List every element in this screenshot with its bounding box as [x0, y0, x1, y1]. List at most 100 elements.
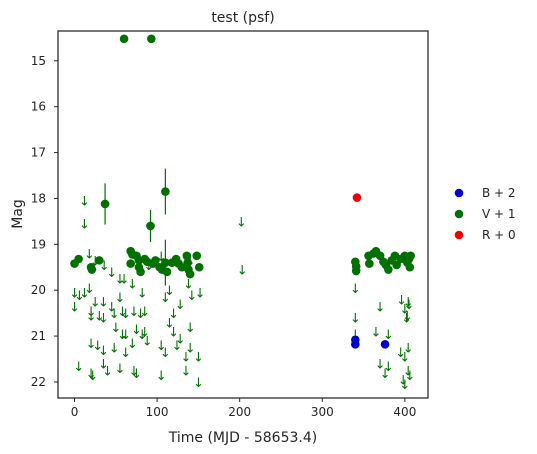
data-point — [406, 251, 415, 261]
upper-limit-marker: ↓ — [160, 346, 171, 361]
upper-limit-marker: ↓ — [114, 362, 125, 377]
upper-limit-marker: ↓ — [395, 346, 406, 361]
data-point — [161, 258, 170, 267]
upper-limit-marker: ↓ — [164, 284, 175, 299]
upper-limit-marker: ↓ — [237, 264, 248, 279]
legend-marker — [454, 230, 464, 240]
y-tick-label: 17 — [31, 146, 46, 160]
y-tick-label: 16 — [31, 100, 46, 114]
data-point — [185, 269, 195, 279]
upper-limit-marker: ↓ — [109, 342, 120, 357]
data-point — [351, 266, 361, 276]
y-tick-label: 15 — [31, 54, 46, 68]
upper-limit-marker: ↓ — [404, 369, 415, 384]
x-tick-label: 0 — [71, 405, 79, 419]
upper-limit-marker: ↓ — [131, 367, 142, 382]
upper-limit-marker: ↓ — [137, 286, 148, 301]
upper-limit-marker: ↓ — [86, 305, 97, 320]
x-tick-label: 400 — [393, 405, 416, 419]
upper-limit-marker: ↓ — [142, 335, 153, 350]
upper-limit-marker: ↓ — [98, 344, 109, 359]
data-point — [177, 262, 187, 272]
upper-limit-marker: ↓ — [79, 286, 90, 301]
upper-limit-marker: ↓ — [131, 323, 142, 338]
upper-limit-marker: ↓ — [399, 378, 410, 393]
upper-limit-marker: ↓ — [350, 312, 361, 327]
upper-limit-marker: ↓ — [181, 364, 192, 379]
upper-limit-marker: ↓ — [110, 321, 121, 336]
upper-limit-marker: ↓ — [193, 351, 204, 366]
upper-limit-marker: ↓ — [401, 312, 412, 327]
data-point — [384, 265, 393, 274]
chart-title: test (psf) — [211, 10, 274, 26]
data-point — [405, 262, 415, 272]
upper-limit-marker: ↓ — [74, 289, 85, 304]
data-point — [136, 267, 145, 277]
upper-limit-marker: ↓ — [371, 325, 382, 340]
upper-limit-marker: ↓ — [403, 364, 414, 379]
x-tick-label: 300 — [311, 405, 334, 419]
data-point — [365, 259, 374, 268]
upper-limit-marker: ↓ — [79, 195, 90, 210]
data-point — [161, 187, 170, 196]
data-point — [162, 267, 172, 277]
upper-limit-marker: ↓ — [69, 286, 80, 301]
data-point — [147, 34, 156, 44]
data-point — [126, 259, 135, 268]
legend-marker — [454, 209, 464, 219]
data-point — [183, 258, 192, 267]
upper-limit-marker: ↓ — [119, 273, 130, 288]
y-axis-ticks: 15 16 17 18 19 20 21 22 — [31, 54, 58, 389]
upper-limit-marker: ↓ — [117, 305, 128, 320]
upper-limit-marker: ↓ — [399, 303, 410, 318]
upper-limit-marker: ↓ — [175, 332, 186, 347]
upper-limit-marker: ↓ — [350, 328, 361, 343]
upper-limit-marker: ↓ — [86, 309, 97, 324]
upper-limit-marker: ↓ — [102, 364, 113, 379]
upper-limit-marker: ↓ — [127, 277, 138, 292]
upper-limit-marker: ↓ — [106, 266, 117, 281]
upper-limit-marker: ↓ — [84, 282, 95, 297]
data-point — [192, 251, 202, 261]
data-point — [151, 256, 160, 265]
upper-limit-marker: ↓ — [164, 316, 175, 331]
upper-limit-marker: ↓ — [90, 254, 101, 269]
upper-limit-marker: ↓ — [383, 328, 394, 343]
data-point — [351, 340, 360, 349]
upper-limit-marker: ↓ — [175, 298, 186, 313]
data-point — [182, 251, 192, 261]
upper-limit-marker: ↓ — [375, 300, 386, 315]
upper-limit-marker: ↓ — [383, 360, 394, 375]
upper-limit-marker: ↓ — [84, 247, 95, 262]
data-point — [100, 199, 110, 209]
upper-limit-marker: ↓ — [106, 300, 117, 315]
upper-limit-marker: ↓ — [350, 282, 361, 297]
upper-limit-marker: ↓ — [399, 351, 410, 366]
upper-limit-marker: ↓ — [183, 277, 194, 292]
upper-limit-marker: ↓ — [398, 374, 409, 389]
upper-limit-marker: ↓ — [181, 351, 192, 366]
upper-limit-marker: ↓ — [193, 376, 204, 391]
upper-limit-marker: ↓ — [92, 339, 103, 354]
legend-marker — [454, 188, 464, 198]
y-tick-label: 19 — [31, 237, 46, 251]
upper-limit-marker: ↓ — [135, 307, 146, 322]
upper-limit-marker: ↓ — [94, 309, 105, 324]
upper-limit-marker: ↓ — [156, 250, 167, 265]
upper-limit-marker: ↓ — [98, 312, 109, 327]
data-point — [94, 256, 104, 265]
legend-label: R + 0 — [482, 228, 516, 242]
y-tick-label: 22 — [31, 375, 46, 389]
upper-limit-marker: ↓ — [120, 328, 131, 343]
upper-limit-marker: ↓ — [79, 218, 90, 233]
plot-frame — [57, 30, 429, 399]
plot-area: ↓↓↓↓↓↓↓↓↓↓↓↓↓↓↓↓↓↓↓↓↓↓↓↓↓↓↓↓↓↓↓↓↓↓↓↓↓↓↓↓… — [57, 30, 429, 399]
x-axis-ticks: 0 100 200 300 400 — [71, 398, 416, 419]
upper-limit-marker: ↓ — [168, 307, 179, 322]
upper-limit-marker: ↓ — [127, 337, 138, 352]
upper-limit-marker: ↓ — [185, 321, 196, 336]
y-tick-label: 18 — [31, 191, 46, 205]
legend-label: B + 2 — [482, 186, 516, 200]
upper-limit-marker: ↓ — [139, 305, 150, 320]
